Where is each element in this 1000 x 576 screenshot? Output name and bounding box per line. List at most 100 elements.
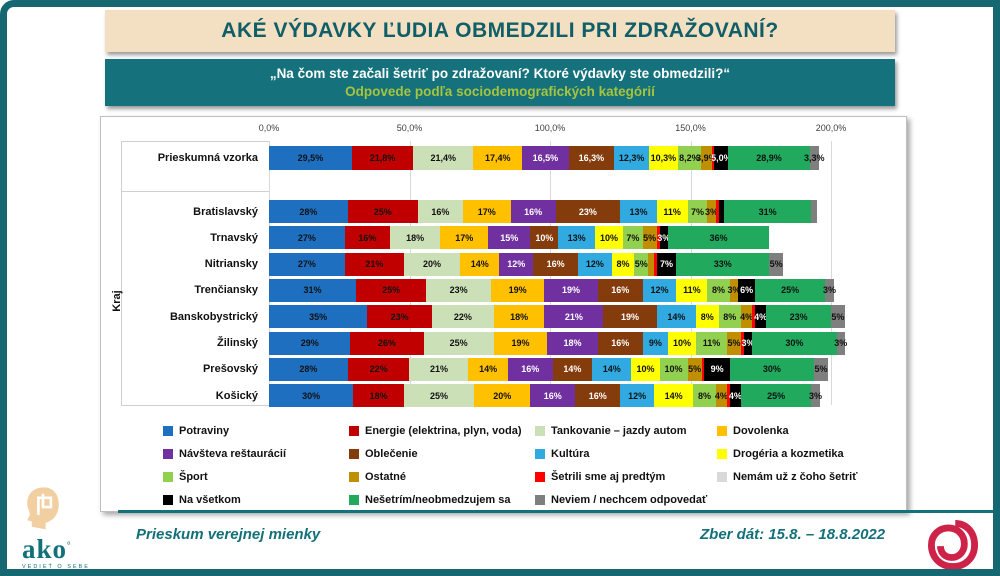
bar-segment: 29,5%	[269, 146, 352, 170]
segment-value-label: 3%	[834, 338, 848, 348]
segment-value-label: 16%	[524, 206, 543, 217]
bar-segment: 10,3%	[648, 146, 678, 170]
bar-segment: 22%	[431, 305, 494, 329]
bar-segment: 8%	[696, 305, 719, 329]
bar-segment: 3,9%	[696, 146, 717, 170]
segment-value-label: 11%	[683, 285, 701, 296]
row-label: Trnavský	[210, 231, 258, 244]
segment-value-label: 28%	[299, 206, 318, 217]
bar-segment: 18%	[493, 305, 545, 329]
segment-value-label: 9%	[648, 338, 662, 348]
bar-segment: 5%	[642, 226, 657, 250]
bar-segment: 12%	[620, 384, 654, 408]
segment-value-label: 21,8%	[369, 153, 396, 163]
segment-value-label: 5%	[634, 259, 648, 270]
bar-segment: 25%	[741, 384, 812, 408]
bar-row: 30% 18% 25% 20% 16% 16% 12% 14% 8% 4% 4% 25% 3%	[269, 384, 822, 408]
segment-value-label: 8%	[712, 285, 726, 296]
bar-segment: 17%	[462, 200, 511, 223]
legend-item: Dovolenka	[717, 425, 857, 437]
bar-segment: 16%	[530, 384, 576, 408]
bar-row: 28% 25% 16% 17% 16% 23% 13% 11% 7% 3% 31%	[269, 200, 817, 223]
bar-segment: 3%	[742, 331, 755, 355]
page-title: AKÉ VÝDAVKY ĽUDIA OBMEDZILI PRI ZDRAŽOVA…	[221, 19, 779, 42]
bar-segment: 16,5%	[522, 146, 569, 170]
bar-segment: 16%	[533, 252, 579, 276]
segment-value-label: 19%	[511, 338, 530, 348]
segment-value-label: 8%	[700, 311, 714, 322]
segment-value-label: 18%	[563, 338, 582, 348]
segment-value-label: 28,9%	[756, 153, 782, 163]
x-axis-tick: 0,0%	[258, 123, 280, 133]
bar-segment: 3%	[705, 200, 718, 223]
segment-value-label: 23%	[789, 311, 808, 322]
segment-value-label: 5%	[831, 311, 845, 322]
legend-item: Potraviny	[163, 425, 349, 437]
bar-segment: 8%	[693, 384, 716, 408]
legend-item: Na všetkom	[163, 494, 349, 506]
bar-segment: 31%	[724, 200, 812, 223]
segment-value-label: 26%	[378, 338, 397, 348]
bar-segment: 27%	[269, 226, 345, 250]
segment-value-label: 5%	[814, 364, 828, 375]
segment-value-label: 23%	[449, 285, 468, 296]
bar-row: 27% 16% 18% 17% 15% 10% 13% 10% 7% 5% 3% 36%	[269, 226, 770, 250]
segment-value-label: 12%	[628, 390, 647, 401]
bar-segment: 19%	[490, 278, 545, 302]
x-axis-tick: 50,0%	[396, 123, 423, 133]
bar-segment: 6%	[738, 278, 756, 302]
segment-value-label: 36%	[709, 232, 728, 243]
bar-segment: 9%	[642, 331, 668, 355]
legend-label: Návšteva reštaurácií	[179, 447, 287, 460]
bar-segment: 33%	[676, 252, 770, 276]
segment-value-label: 12,3%	[618, 153, 645, 163]
segment-value-label: 29,5%	[297, 153, 324, 163]
segment-value-label: 4%	[754, 311, 768, 322]
legend-item: Ostatné	[349, 471, 535, 483]
bar-segment: 14%	[468, 357, 508, 381]
segment-value-label: 10%	[535, 232, 554, 243]
legend-swatch	[535, 494, 545, 505]
segment-value-label: 16,3%	[578, 153, 605, 163]
segment-value-label: 35%	[309, 311, 328, 322]
segment-value-label: 10%	[636, 364, 655, 375]
segment-value-label: 13%	[629, 206, 648, 217]
bar-segment: 5%	[769, 252, 784, 276]
segment-value-label: 30%	[785, 338, 804, 348]
bar-segment: 4%	[754, 305, 768, 329]
bar-segment: 5%	[634, 252, 649, 276]
legend-swatch	[717, 425, 727, 436]
bar-segment	[741, 331, 744, 355]
segment-value-label: 9%	[710, 364, 724, 375]
bar-segment: 16%	[597, 278, 643, 302]
segment-value-label: 14%	[470, 259, 489, 270]
segment-value-label: 14%	[664, 390, 683, 401]
bar-segment: 3%	[834, 331, 848, 355]
segment-value-label: 29%	[300, 338, 319, 348]
bar-segment: 18%	[389, 226, 441, 250]
bar-segment: 8%	[718, 305, 741, 329]
bar-segment: 30%	[752, 331, 837, 355]
legend-label: Šport	[179, 470, 208, 483]
segment-value-label: 5%	[688, 364, 702, 375]
segment-value-label: 25%	[373, 206, 392, 217]
chart-panel: 0,0% 50,0% 100,0% 150,0% 200,0% Kraj Priesku…	[100, 116, 907, 512]
segment-value-label: 14%	[563, 364, 582, 375]
bar-segment: 21%	[544, 305, 604, 329]
segment-value-label: 5%	[643, 232, 657, 243]
bar-segment: 8%	[707, 278, 730, 302]
bar-segment: 3%	[809, 384, 822, 408]
footer-divider	[118, 510, 1000, 513]
legend-swatch	[349, 471, 359, 482]
bar-segment: 21,4%	[413, 146, 474, 170]
segment-value-label: 22%	[369, 364, 388, 375]
segment-value-label: 16%	[521, 364, 540, 375]
gridline	[831, 141, 832, 405]
bar-segment: 10%	[659, 357, 688, 381]
segment-value-label: 14%	[667, 311, 686, 322]
bar-segment: 22%	[347, 357, 410, 381]
ako-logo-text: ako°	[22, 534, 72, 564]
bar-segment: 23%	[426, 278, 491, 302]
bar-segment: 16%	[575, 384, 621, 408]
